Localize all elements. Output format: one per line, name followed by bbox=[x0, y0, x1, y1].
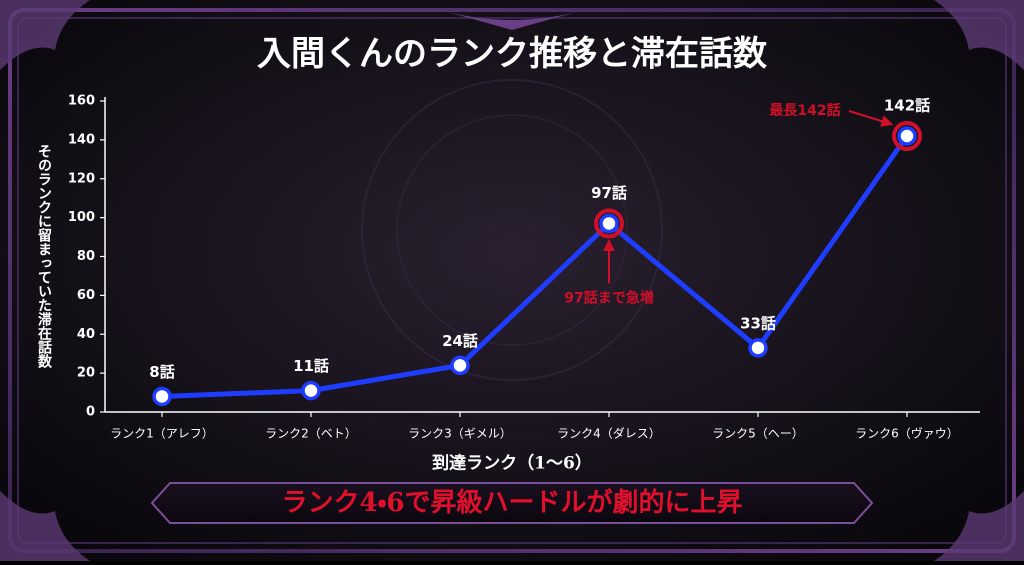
top-ornament bbox=[440, 10, 584, 30]
data-point bbox=[301, 380, 321, 401]
annotation-arrow bbox=[848, 110, 894, 127]
data-label: 8話 bbox=[149, 363, 174, 381]
highlight-ring bbox=[594, 208, 624, 239]
y-tick-label: 80 bbox=[77, 249, 95, 264]
annotation: 97話まで急増 bbox=[564, 289, 653, 306]
x-tick-label: ランク1（アレフ） bbox=[110, 427, 214, 441]
y-axis-label: そのランクに留まっていた滞在話数 bbox=[36, 144, 53, 369]
highlight-ring bbox=[892, 120, 922, 151]
y-tick-label: 140 bbox=[68, 132, 95, 147]
x-axis-label: 到達ランク（1～6） bbox=[432, 453, 592, 474]
x-tick-label: ランク3（ギメル） bbox=[408, 427, 512, 441]
y-tick-label: 100 bbox=[68, 210, 95, 225]
frame-inner bbox=[17, 17, 1007, 544]
data-label: 142話 bbox=[884, 96, 930, 114]
banner-box bbox=[150, 482, 874, 524]
chart-title: 入間くんのランク推移と滞在話数 bbox=[257, 34, 767, 74]
annotation: 最長142話 bbox=[769, 102, 840, 119]
banner-text: ランク4・6で昇級ハードルが劇的に上昇 bbox=[281, 487, 742, 518]
data-point bbox=[599, 213, 619, 234]
data-point bbox=[152, 386, 172, 407]
x-tick-label: ランク6（ヴァウ） bbox=[855, 426, 959, 441]
data-label: 11話 bbox=[293, 357, 329, 375]
y-tick-label: 60 bbox=[77, 288, 95, 303]
corner-wing bbox=[0, 0, 90, 70]
y-axis-label-text: そのランクに留まっていた滞在話数 bbox=[36, 144, 53, 369]
y-tick-label: 160 bbox=[68, 94, 95, 109]
data-label: 33話 bbox=[740, 314, 776, 332]
data-point bbox=[748, 338, 768, 358]
x-tick-label: ランク5（ヘー） bbox=[712, 427, 804, 441]
data-point bbox=[897, 126, 917, 146]
data-label: 97話 bbox=[591, 184, 627, 202]
y-tick-label: 120 bbox=[68, 171, 95, 186]
corner-wing bbox=[934, 491, 1024, 561]
x-tick-label: ランク2（ベト） bbox=[265, 427, 357, 441]
y-tick-label: 40 bbox=[77, 327, 95, 342]
data-label: 24話 bbox=[442, 332, 478, 350]
x-tick-label: ランク4（ダレス） bbox=[557, 426, 661, 441]
series-line bbox=[161, 134, 910, 399]
y-tick-label: 20 bbox=[77, 366, 95, 381]
data-point bbox=[450, 355, 470, 376]
decor-circle bbox=[361, 79, 663, 381]
frame bbox=[8, 8, 1016, 553]
corner-wing bbox=[0, 491, 90, 561]
decor-circle bbox=[396, 114, 628, 346]
corner-wing bbox=[934, 0, 1024, 70]
y-tick-label: 0 bbox=[86, 405, 95, 420]
